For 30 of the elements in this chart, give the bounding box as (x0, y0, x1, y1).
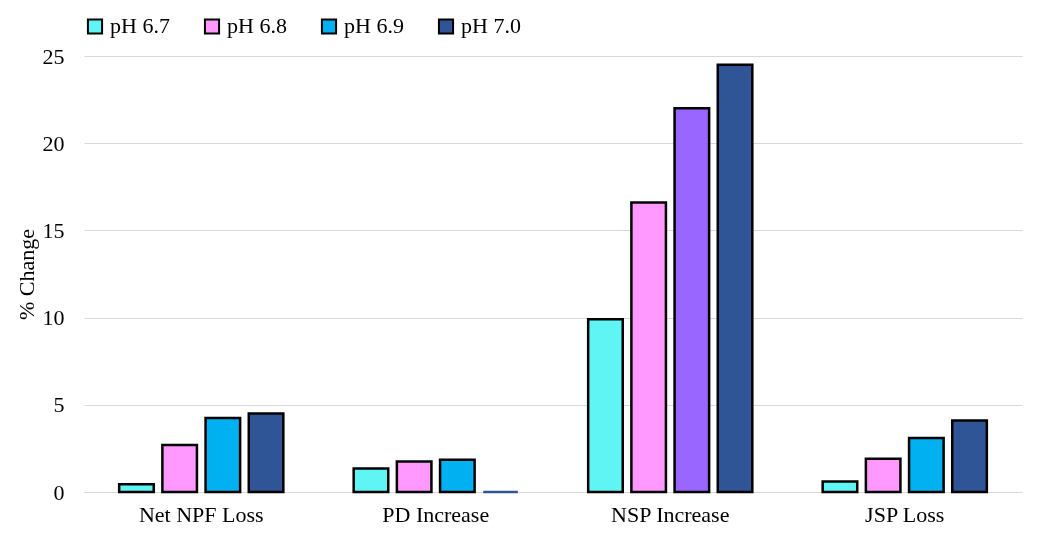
legend-label: pH 6.7 (110, 13, 170, 39)
bar (247, 412, 285, 494)
legend-label: pH 6.9 (344, 13, 404, 39)
y-tick-label: 15 (42, 217, 65, 243)
bar (395, 460, 433, 494)
bar (586, 318, 624, 494)
bar (352, 467, 390, 494)
bar (821, 480, 859, 494)
x-tick-label: Net NPF Loss (138, 501, 264, 527)
bar (204, 416, 242, 494)
x-tick-label: JSP Loss (865, 501, 945, 527)
y-tick-label: 20 (42, 130, 65, 156)
y-tick-label: 10 (42, 305, 65, 331)
y-tick-label: 5 (53, 392, 65, 418)
bar (716, 63, 754, 494)
bar (630, 201, 668, 494)
bar (951, 419, 989, 494)
y-tick-label: 0 (53, 479, 65, 505)
legend-label: pH 7.0 (461, 13, 521, 39)
legend-label: pH 6.8 (227, 13, 287, 39)
bar (438, 458, 476, 494)
y-tick-label: 25 (42, 43, 65, 69)
bar (673, 107, 711, 494)
bar (117, 482, 155, 494)
y-axis-title: % Change (13, 228, 39, 321)
x-tick-label: PD Increase (382, 501, 490, 527)
bar (907, 436, 945, 494)
bar (864, 457, 902, 494)
x-tick-label: NSP Increase (611, 501, 730, 527)
bar (161, 443, 199, 494)
